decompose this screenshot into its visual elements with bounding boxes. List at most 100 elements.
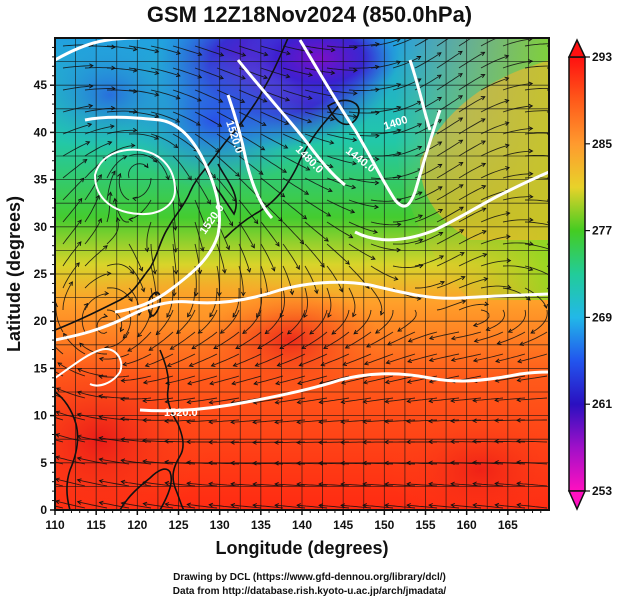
y-tick-label: 45 [34, 78, 48, 92]
streamline [524, 199, 549, 203]
streamline [216, 155, 240, 177]
streamline-arrow [103, 245, 108, 250]
contour-label: 1520.0 [164, 407, 198, 419]
x-tick-label: 130 [210, 518, 230, 532]
streamline-arrow [186, 399, 192, 405]
streamline [150, 89, 180, 99]
streamline-arrow [516, 377, 522, 383]
streamline-arrow [340, 503, 345, 508]
streamline-arrow [219, 75, 224, 80]
streamline-arrow [384, 439, 389, 445]
streamline-arrow [406, 439, 411, 445]
streamline-arrow [472, 398, 477, 403]
streamline-arrow [406, 398, 412, 404]
streamline-arrow [235, 172, 240, 177]
streamline [326, 243, 350, 265]
streamline-arrow [246, 267, 252, 273]
colorbar-tick-label: 269 [592, 310, 612, 324]
streamline [392, 38, 415, 47]
streamline-arrow [164, 418, 169, 424]
streamline-arrow [137, 332, 142, 338]
streamline [331, 309, 350, 335]
streamline-arrow [98, 500, 104, 506]
streamline-arrow [516, 481, 521, 486]
streamline-arrow [551, 87, 555, 91]
streamline [348, 287, 356, 317]
streamline [282, 221, 304, 245]
streamline-arrow [77, 241, 82, 246]
streamline-arrow [262, 98, 268, 103]
streamline [84, 125, 114, 135]
streamline [132, 177, 152, 199]
streamline-arrow [407, 358, 413, 364]
streamline [458, 185, 486, 201]
streamline-arrow [428, 439, 433, 445]
streamline-arrow [352, 160, 357, 166]
streamline [55, 433, 86, 443]
streamline [252, 462, 284, 465]
streamline [211, 353, 240, 367]
streamline-arrow [97, 217, 103, 223]
streamline-arrow [89, 63, 94, 68]
streamline [84, 88, 115, 91]
streamline-arrow [458, 29, 462, 33]
streamline [128, 163, 149, 179]
streamline-arrow [396, 60, 402, 65]
streamline-arrow [326, 212, 332, 217]
streamline [137, 309, 152, 337]
streamline [106, 192, 112, 223]
streamline-arrow [258, 170, 264, 175]
streamline-arrow [144, 247, 150, 253]
streamline-arrow [428, 481, 433, 487]
streamline-arrow [103, 313, 109, 319]
streamline [260, 67, 290, 78]
streamline-arrow [230, 481, 235, 487]
streamline [260, 221, 280, 247]
streamline [370, 83, 401, 91]
streamline-arrow [328, 163, 334, 169]
streamline [255, 353, 284, 367]
streamline [104, 331, 130, 349]
streamline-arrow [472, 322, 478, 328]
streamline-arrow [299, 239, 305, 245]
streamline [99, 501, 130, 509]
streamline-arrow [278, 217, 283, 222]
streamline-arrow [551, 177, 555, 181]
streamline-arrow [480, 51, 486, 56]
streamline-arrow [98, 394, 104, 399]
streamline [342, 353, 372, 366]
streamline-arrow [186, 481, 191, 486]
streamline-arrow [305, 166, 311, 171]
streamline-arrow [481, 207, 487, 212]
streamline [123, 353, 152, 366]
streamline-arrow [138, 266, 144, 272]
colorbar-top-arrow [567, 38, 587, 58]
streamline [106, 45, 137, 51]
streamline-arrow [481, 140, 486, 145]
streamline [77, 501, 108, 509]
streamline [187, 397, 218, 403]
coastline-philippines [159, 349, 185, 510]
streamline [502, 83, 533, 91]
streamline [62, 177, 85, 201]
streamline-arrow [130, 143, 136, 148]
streamline [145, 353, 174, 367]
streamline-arrow [144, 163, 149, 169]
streamline [277, 353, 306, 367]
streamline-arrow [375, 133, 380, 139]
streamline-arrow [504, 121, 510, 126]
streamline-arrow [551, 200, 555, 204]
streamline [260, 199, 283, 222]
streamline-arrow [241, 52, 247, 57]
streamline-arrow [494, 460, 499, 465]
streamline-arrow [120, 479, 126, 485]
streamline-arrow [219, 329, 225, 334]
streamline [260, 243, 275, 271]
streamline-arrow [428, 357, 434, 363]
streamline-arrow [327, 313, 332, 318]
streamline-arrow [76, 478, 82, 483]
streamline-arrow [348, 234, 354, 239]
streamline [375, 309, 394, 334]
streamline [155, 309, 174, 335]
streamline [297, 375, 328, 385]
